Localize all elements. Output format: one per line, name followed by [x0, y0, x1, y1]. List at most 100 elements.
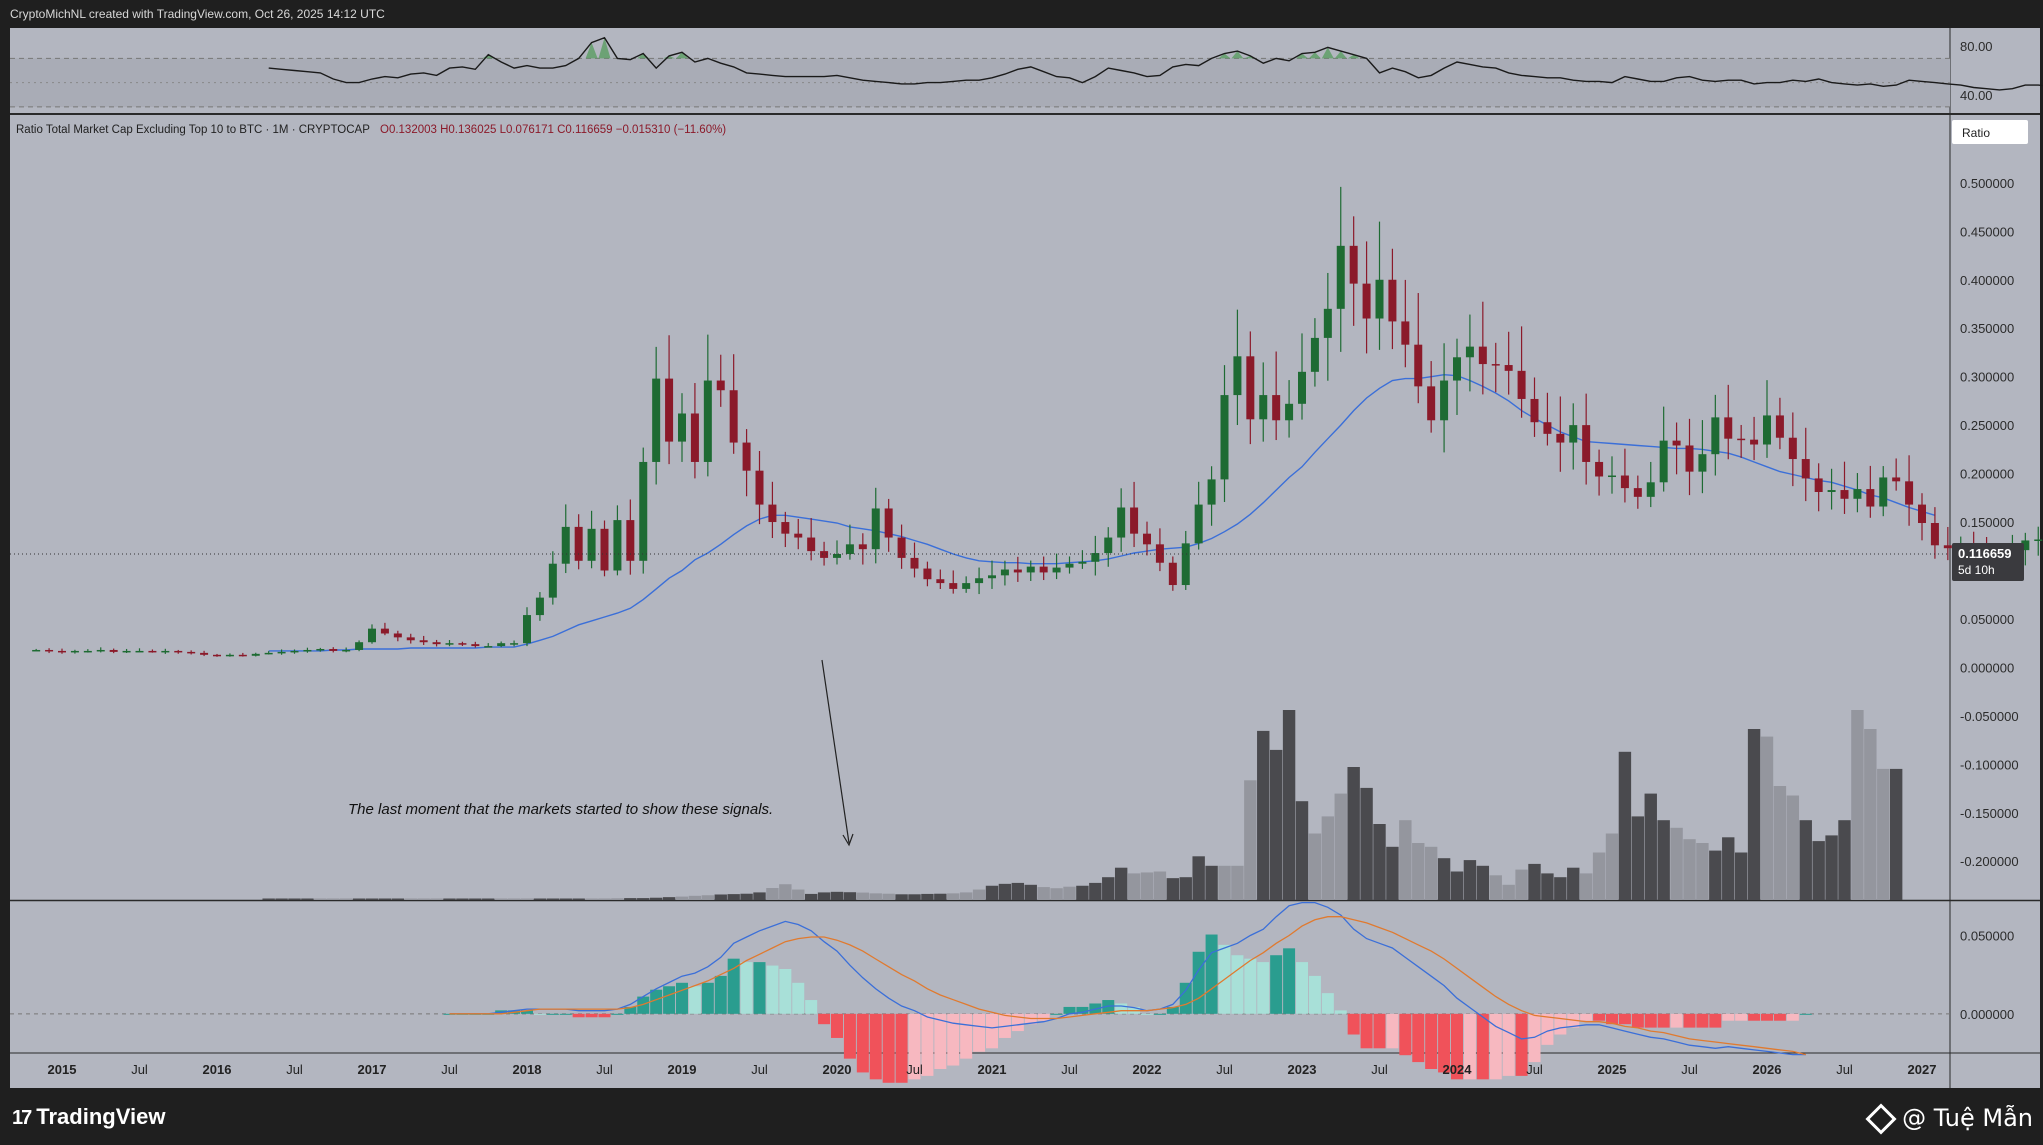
time-tick-label: 2015 [48, 1062, 77, 1077]
time-tick-label: Jul [286, 1062, 303, 1077]
macd-histogram-bar [1709, 1013, 1722, 1028]
volume-bar [637, 898, 650, 900]
candle-body [1272, 395, 1281, 421]
time-tick-label: 2027 [1908, 1062, 1937, 1077]
volume-bar [624, 898, 637, 900]
volume-bar [1373, 824, 1386, 900]
volume-bar [456, 898, 469, 900]
candle-body [316, 648, 325, 651]
volume-bar [1282, 710, 1296, 900]
candle-body [1065, 563, 1074, 568]
volume-bar [1541, 873, 1554, 900]
legend-title: Ratio Total Market Cap Excluding Top 10 … [16, 124, 370, 136]
macd-histogram-bar [1786, 1013, 1799, 1021]
candle-body [1659, 440, 1668, 483]
volume-bar [1089, 882, 1102, 900]
macd-histogram-bar [1451, 1013, 1463, 1080]
candle-body [419, 640, 428, 643]
candle-body [1130, 507, 1139, 534]
candle-body [1453, 357, 1461, 381]
candle-body [1181, 543, 1190, 586]
diamond-icon [1865, 1103, 1897, 1135]
time-tick-label: 2017 [358, 1062, 387, 1077]
candle-body [626, 520, 635, 561]
volume-bar [843, 892, 857, 900]
candle-body [652, 378, 661, 462]
candle-body [858, 544, 867, 550]
candle-body [1388, 279, 1397, 322]
macd-histogram-bar [1270, 955, 1283, 1014]
candles [32, 186, 2043, 657]
candle-body [1362, 283, 1371, 319]
volume-bar [1838, 820, 1851, 900]
price-tick-label: 0.350000 [1960, 321, 2014, 336]
volume-bar [1747, 729, 1761, 900]
candle-body [1349, 245, 1358, 284]
volume-bar [1050, 888, 1063, 900]
macd-histogram-bar [947, 1013, 960, 1066]
volume-bar [559, 898, 572, 900]
candle-body [1595, 461, 1604, 477]
annotation-text: The last moment that the markets started… [348, 801, 773, 818]
candle-body [794, 533, 803, 538]
tradingview-logo[interactable]: 17 TradingView [12, 1104, 165, 1130]
volume-bar [352, 898, 366, 900]
volume-bar [391, 898, 405, 900]
volume-bar [1631, 816, 1645, 900]
macd-histogram-bar [1179, 982, 1192, 1014]
candle-body [1879, 477, 1888, 507]
macd-histogram-bar [1606, 1013, 1618, 1025]
volume-bar [262, 898, 275, 900]
volume-bar [507, 898, 521, 900]
volume-bar [1644, 793, 1657, 900]
macd-histogram-bar [1321, 993, 1334, 1014]
volume-bar [1760, 736, 1774, 900]
candle-body [471, 644, 480, 647]
candle-body [678, 413, 686, 442]
candle-body [1336, 245, 1345, 309]
candle-body [1724, 417, 1733, 439]
volume-bar [1412, 843, 1425, 900]
volume-bar [1114, 867, 1128, 900]
macd-histogram-bar [1748, 1013, 1761, 1021]
candle-body [923, 568, 932, 580]
candle-body [1608, 475, 1616, 478]
rsi-pane: 80.00 40.00 [10, 36, 2043, 108]
volume-bar [727, 894, 740, 900]
candle-body [600, 528, 609, 571]
macd-histogram-bar [921, 1013, 934, 1076]
macd-histogram-bar [624, 1006, 637, 1014]
volume-bar [908, 894, 921, 900]
candle-body [1569, 425, 1578, 443]
volume-bar [817, 892, 831, 900]
candle-body [768, 504, 777, 523]
candle-body [510, 643, 519, 645]
candle-body [1465, 346, 1474, 358]
moving-average [268, 373, 1936, 652]
volume-bar [1386, 846, 1399, 900]
volume-bar [779, 884, 792, 900]
volume-bar [1218, 865, 1231, 900]
candle-body [703, 380, 712, 462]
candle-body [58, 650, 66, 653]
macd-histogram-bar [585, 1013, 598, 1018]
macd-histogram-bar [1502, 1013, 1515, 1076]
candle-body [83, 650, 92, 653]
volume-bar [443, 898, 456, 900]
volume-bar [546, 898, 560, 900]
candle-body [716, 380, 725, 391]
candle-body [1000, 569, 1009, 576]
candle-body [1801, 459, 1810, 479]
volume-bar [1722, 837, 1735, 900]
candle-body [445, 643, 454, 645]
candle-body [264, 652, 273, 655]
time-tick-label: Jul [1061, 1062, 1078, 1077]
macd-histogram-bar [805, 1000, 818, 1014]
candle-body [1685, 445, 1694, 472]
volume-bar [1424, 846, 1438, 900]
volume-bar [520, 898, 534, 900]
macd-histogram-bar [908, 1013, 921, 1080]
volume-bar [649, 897, 663, 900]
candle-body [122, 650, 131, 653]
